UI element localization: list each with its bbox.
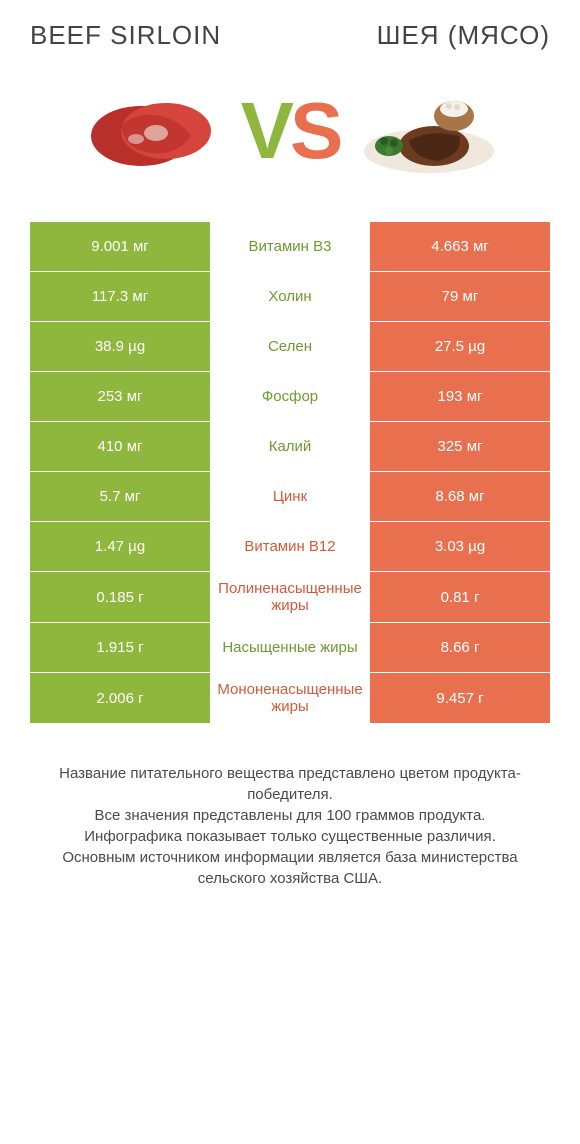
value-left: 38.9 µg [30,322,210,371]
value-left: 0.185 г [30,572,210,622]
footnote-line: Инфографика показывает только существенн… [40,826,540,847]
nutrient-label: Насыщенные жиры [210,623,370,672]
table-row: 410 мгКалий325 мг [30,421,550,471]
value-right: 325 мг [370,422,550,471]
title-left: BEEF SIRLOIN [30,20,221,51]
table-row: 1.915 гНасыщенные жиры8.66 г [30,622,550,672]
nutrient-label: Мононенасыщенные жиры [210,673,370,723]
product-image-left [81,81,221,181]
nutrient-label: Витамин B12 [210,522,370,571]
value-left: 1.47 µg [30,522,210,571]
value-left: 253 мг [30,372,210,421]
value-right: 0.81 г [370,572,550,622]
value-right: 193 мг [370,372,550,421]
value-right: 8.66 г [370,623,550,672]
value-right: 9.457 г [370,673,550,723]
table-row: 2.006 гМононенасыщенные жиры9.457 г [30,672,550,723]
value-right: 27.5 µg [370,322,550,371]
nutrient-label: Холин [210,272,370,321]
table-row: 9.001 мгВитамин B34.663 мг [30,221,550,271]
title-right: ШЕЯ (МЯСО) [377,20,550,51]
vs-label: VS [241,91,340,171]
value-left: 9.001 мг [30,222,210,271]
nutrient-label: Селен [210,322,370,371]
footnote-line: Название питательного вещества представл… [40,763,540,805]
nutrient-label: Калий [210,422,370,471]
table-row: 117.3 мгХолин79 мг [30,271,550,321]
nutrient-label: Полиненасыщенные жиры [210,572,370,622]
nutrient-label: Цинк [210,472,370,521]
vs-s: S [290,86,339,175]
value-right: 4.663 мг [370,222,550,271]
value-left: 2.006 г [30,673,210,723]
nutrient-label: Витамин B3 [210,222,370,271]
value-left: 410 мг [30,422,210,471]
product-image-right [359,81,499,181]
footnote: Название питательного вещества представл… [30,763,550,889]
table-row: 0.185 гПолиненасыщенные жиры0.81 г [30,571,550,622]
footnote-line: Основным источником информации является … [40,847,540,889]
value-right: 8.68 мг [370,472,550,521]
title-bar: BEEF SIRLOIN ШЕЯ (МЯСО) [30,20,550,51]
table-row: 5.7 мгЦинк8.68 мг [30,471,550,521]
comparison-table: 9.001 мгВитамин B34.663 мг117.3 мгХолин7… [30,221,550,723]
table-row: 1.47 µgВитамин B123.03 µg [30,521,550,571]
table-row: 38.9 µgСелен27.5 µg [30,321,550,371]
value-right: 3.03 µg [370,522,550,571]
table-row: 253 мгФосфор193 мг [30,371,550,421]
vs-v: V [241,86,290,175]
value-left: 117.3 мг [30,272,210,321]
footnote-line: Все значения представлены для 100 граммо… [40,805,540,826]
value-left: 1.915 г [30,623,210,672]
value-right: 79 мг [370,272,550,321]
hero-row: VS [30,81,550,181]
value-left: 5.7 мг [30,472,210,521]
nutrient-label: Фосфор [210,372,370,421]
